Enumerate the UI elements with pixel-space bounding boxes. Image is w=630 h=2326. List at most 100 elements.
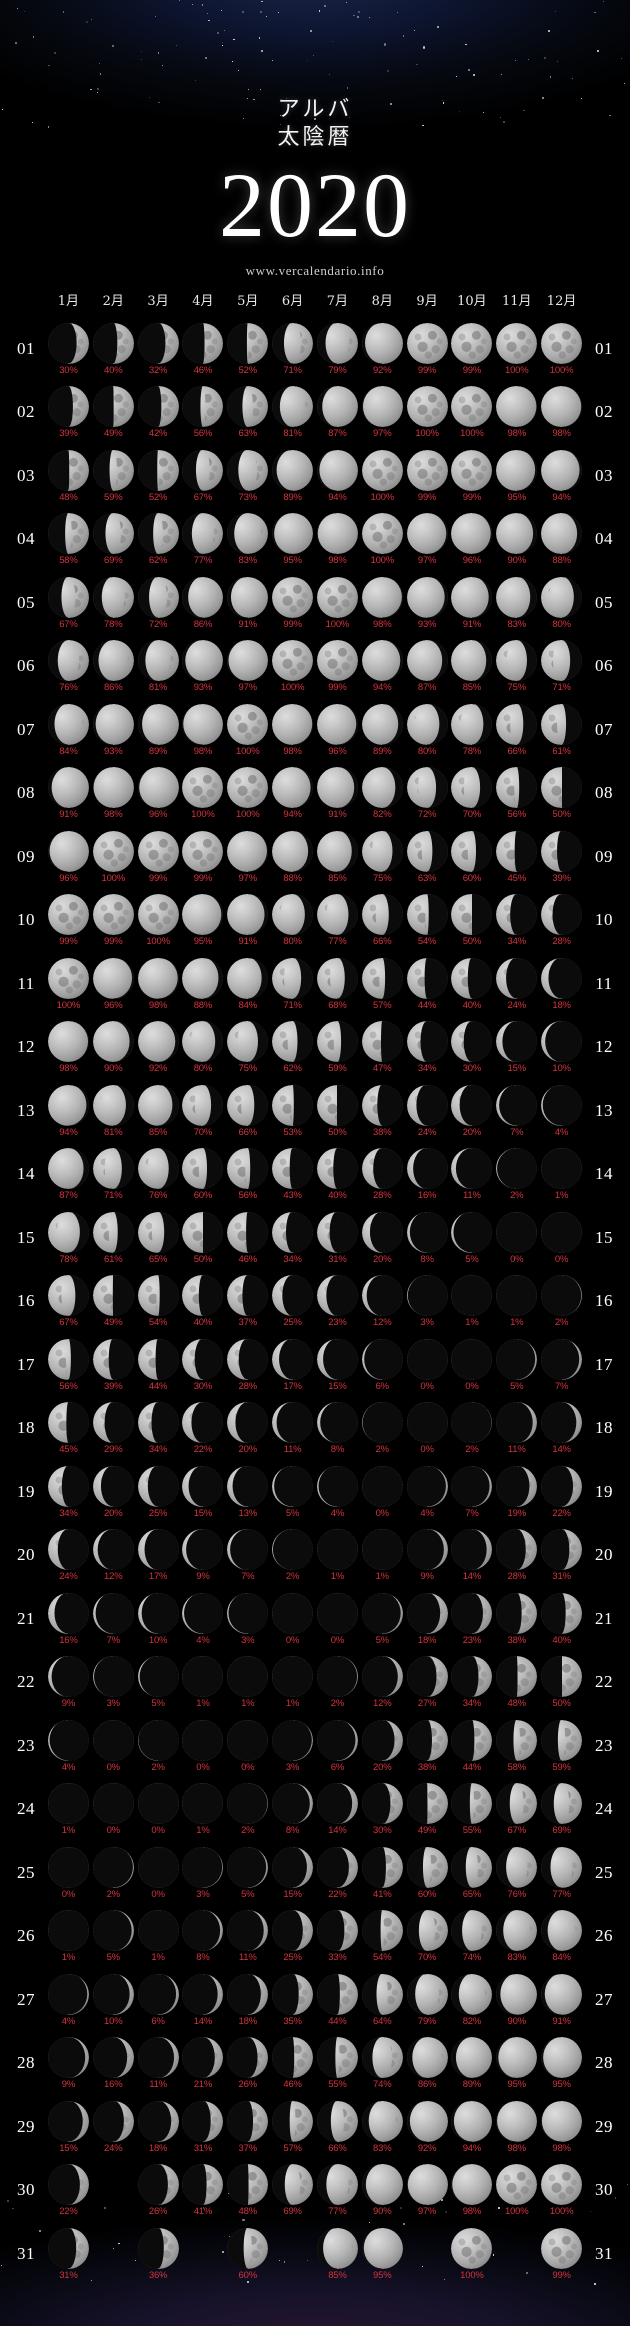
- moon-phase-cell[interactable]: 30%: [180, 1338, 225, 1392]
- moon-phase-cell[interactable]: 6%: [315, 1719, 360, 1773]
- moon-phase-cell[interactable]: 54%: [405, 894, 450, 947]
- moon-phase-cell[interactable]: 24%: [405, 1084, 450, 1138]
- moon-phase-cell[interactable]: 85%: [315, 2227, 360, 2281]
- moon-phase-cell[interactable]: 98%: [136, 957, 181, 1011]
- moon-phase-cell[interactable]: 14%: [449, 1529, 494, 1582]
- moon-phase-cell[interactable]: 96%: [449, 513, 494, 566]
- moon-phase-cell[interactable]: 61%: [539, 703, 584, 757]
- moon-phase-cell[interactable]: 40%: [449, 957, 494, 1011]
- moon-phase-cell[interactable]: 89%: [360, 703, 405, 757]
- moon-phase-cell[interactable]: 73%: [225, 449, 270, 503]
- moon-phase-cell[interactable]: 99%: [315, 640, 360, 693]
- moon-phase-cell[interactable]: 69%: [539, 1783, 584, 1836]
- moon-phase-cell[interactable]: 49%: [91, 386, 136, 439]
- moon-phase-cell[interactable]: 42%: [136, 386, 181, 439]
- moon-phase-cell[interactable]: 85%: [315, 830, 360, 884]
- moon-phase-cell[interactable]: 0%: [539, 1211, 584, 1265]
- moon-phase-cell[interactable]: 50%: [315, 1084, 360, 1138]
- moon-phase-cell[interactable]: 50%: [180, 1211, 225, 1265]
- moon-phase-cell[interactable]: 11%: [494, 1402, 539, 1455]
- moon-phase-cell[interactable]: 75%: [225, 1021, 270, 1074]
- moon-phase-cell[interactable]: 5%: [494, 1338, 539, 1392]
- moon-phase-cell[interactable]: 100%: [360, 513, 405, 566]
- moon-phase-cell[interactable]: 100%: [360, 449, 405, 503]
- moon-phase-cell[interactable]: 30%: [360, 1783, 405, 1836]
- moon-phase-cell[interactable]: 49%: [405, 1783, 450, 1836]
- moon-phase-cell[interactable]: 48%: [494, 1656, 539, 1709]
- moon-phase-cell[interactable]: 44%: [449, 1719, 494, 1773]
- moon-phase-cell[interactable]: 4%: [46, 1973, 91, 2027]
- moon-phase-cell[interactable]: 59%: [539, 1719, 584, 1773]
- moon-phase-cell[interactable]: 6%: [136, 1973, 181, 2027]
- moon-phase-cell[interactable]: 59%: [315, 1021, 360, 1074]
- moon-phase-cell[interactable]: 2%: [315, 1656, 360, 1709]
- moon-phase-cell[interactable]: 30%: [449, 1021, 494, 1074]
- moon-phase-cell[interactable]: 34%: [494, 894, 539, 947]
- moon-phase-cell[interactable]: 93%: [180, 640, 225, 693]
- moon-phase-cell[interactable]: 16%: [405, 1148, 450, 1201]
- moon-phase-cell[interactable]: 72%: [136, 576, 181, 630]
- moon-phase-cell[interactable]: 81%: [270, 386, 315, 439]
- moon-phase-cell[interactable]: 98%: [360, 576, 405, 630]
- moon-phase-cell[interactable]: 72%: [405, 767, 450, 820]
- moon-phase-cell[interactable]: 82%: [449, 1973, 494, 2027]
- moon-phase-cell[interactable]: 0%: [91, 1719, 136, 1773]
- moon-phase-cell[interactable]: 0%: [405, 1338, 450, 1392]
- moon-phase-cell[interactable]: 7%: [91, 1592, 136, 1646]
- moon-phase-cell[interactable]: 54%: [360, 1910, 405, 1963]
- moon-phase-cell[interactable]: 62%: [270, 1021, 315, 1074]
- moon-phase-cell[interactable]: 9%: [46, 2037, 91, 2090]
- moon-phase-cell[interactable]: 1%: [315, 1529, 360, 1582]
- moon-phase-cell[interactable]: 95%: [539, 2037, 584, 2090]
- moon-phase-cell[interactable]: 6%: [360, 1338, 405, 1392]
- moon-phase-cell[interactable]: 86%: [91, 640, 136, 693]
- moon-phase-cell[interactable]: 5%: [360, 1592, 405, 1646]
- moon-phase-cell[interactable]: 98%: [449, 2164, 494, 2217]
- moon-phase-cell[interactable]: 63%: [225, 386, 270, 439]
- moon-phase-cell[interactable]: 97%: [225, 830, 270, 884]
- moon-phase-cell[interactable]: 16%: [46, 1592, 91, 1646]
- moon-phase-cell[interactable]: 1%: [449, 1275, 494, 1328]
- moon-phase-cell[interactable]: 69%: [270, 2164, 315, 2217]
- moon-phase-cell[interactable]: 15%: [494, 1021, 539, 1074]
- moon-phase-cell[interactable]: 97%: [360, 386, 405, 439]
- moon-phase-cell[interactable]: 89%: [270, 449, 315, 503]
- moon-phase-cell[interactable]: 34%: [46, 1465, 91, 1519]
- moon-phase-cell[interactable]: 9%: [46, 1656, 91, 1709]
- moon-phase-cell[interactable]: 0%: [136, 1846, 181, 1900]
- moon-phase-cell[interactable]: 28%: [539, 894, 584, 947]
- moon-phase-cell[interactable]: 91%: [225, 894, 270, 947]
- moon-phase-cell[interactable]: 98%: [494, 386, 539, 439]
- moon-phase-cell[interactable]: 1%: [136, 1910, 181, 1963]
- moon-phase-cell[interactable]: 31%: [46, 2227, 91, 2281]
- moon-phase-cell[interactable]: 1%: [46, 1910, 91, 1963]
- moon-phase-cell[interactable]: 55%: [315, 2037, 360, 2090]
- moon-phase-cell[interactable]: 58%: [46, 513, 91, 566]
- moon-phase-cell[interactable]: 71%: [270, 957, 315, 1011]
- moon-phase-cell[interactable]: 100%: [270, 640, 315, 693]
- moon-phase-cell[interactable]: 83%: [225, 513, 270, 566]
- moon-phase-cell[interactable]: 46%: [180, 322, 225, 376]
- moon-phase-cell[interactable]: 3%: [270, 1719, 315, 1773]
- moon-phase-cell[interactable]: 8%: [315, 1402, 360, 1455]
- moon-phase-cell[interactable]: [494, 2232, 539, 2275]
- moon-phase-cell[interactable]: 59%: [91, 449, 136, 503]
- moon-phase-cell[interactable]: 25%: [270, 1910, 315, 1963]
- moon-phase-cell[interactable]: 9%: [180, 1529, 225, 1582]
- moon-phase-cell[interactable]: 99%: [539, 2227, 584, 2281]
- moon-phase-cell[interactable]: 69%: [91, 513, 136, 566]
- moon-phase-cell[interactable]: 12%: [91, 1529, 136, 1582]
- moon-phase-cell[interactable]: 88%: [270, 830, 315, 884]
- moon-phase-cell[interactable]: 91%: [225, 576, 270, 630]
- moon-phase-cell[interactable]: 15%: [180, 1465, 225, 1519]
- moon-phase-cell[interactable]: 2%: [449, 1402, 494, 1455]
- moon-phase-cell[interactable]: 15%: [315, 1338, 360, 1392]
- moon-phase-cell[interactable]: [91, 2232, 136, 2275]
- moon-phase-cell[interactable]: 99%: [270, 576, 315, 630]
- moon-phase-cell[interactable]: 74%: [360, 2037, 405, 2090]
- moon-phase-cell[interactable]: 85%: [449, 640, 494, 693]
- moon-phase-cell[interactable]: 54%: [136, 1275, 181, 1328]
- moon-phase-cell[interactable]: 2%: [136, 1719, 181, 1773]
- moon-phase-cell[interactable]: 13%: [225, 1465, 270, 1519]
- moon-phase-cell[interactable]: 0%: [136, 1783, 181, 1836]
